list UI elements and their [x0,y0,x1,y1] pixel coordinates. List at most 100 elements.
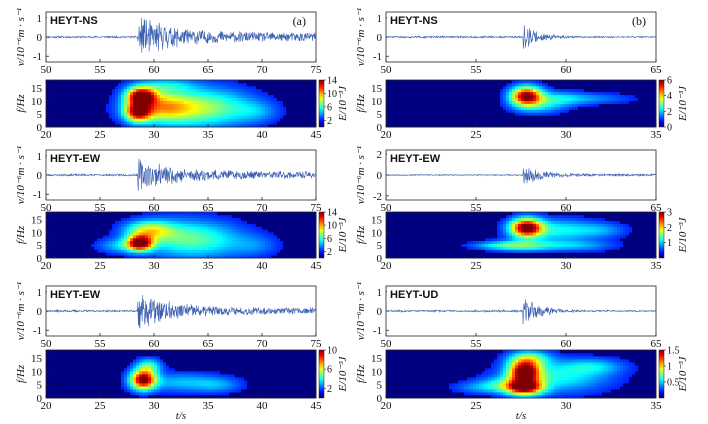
spectrogram-cell [145,362,149,366]
spectrogram-cell [79,94,83,99]
spectrogram-cell [130,80,134,84]
spectrogram-cell [449,121,453,125]
spectrogram-cell [76,235,80,239]
color-bar-tick-label: 14 [327,208,337,219]
spectrogram-cell [64,392,68,396]
spectrogram-cell [310,377,314,381]
spectrogram-cell [461,88,465,93]
waveform-y-axis-label: v/10⁻⁶m · s⁻¹ [355,146,367,204]
spectrogram-cell [139,353,143,357]
spectrogram-cell [256,386,260,390]
spectrogram-cell [208,121,212,125]
spectrogram-cell [169,380,173,384]
spectrogram-cell [277,249,281,253]
spectrogram-cell [193,249,197,253]
spectrogram-cell [458,80,462,84]
spectrogram-cell [187,214,191,219]
spectrogram-cell [64,395,68,399]
spectrogram-cell [154,124,158,128]
spectrogram-cell [154,223,158,227]
spectrogram-cell [142,217,146,222]
spectrogram-cell [259,359,263,363]
spectrogram-cell [220,237,224,242]
spectrogram-cell [175,353,179,357]
spectrogram-cell [446,109,450,113]
spectrogram-cell [217,226,221,230]
spectrogram-cell [145,380,149,384]
spectrogram-cell [253,359,257,363]
spectrogram-cell [157,118,161,122]
spectrogram-cell [124,235,128,239]
spectrogram-cell [160,109,164,113]
spectrogram-cell [220,365,224,369]
spectrogram-cell [163,124,167,128]
spectrogram-cell [70,255,74,259]
spectrogram-cell [142,220,146,224]
spectrogram-cell [97,249,101,253]
spectrogram-cell [232,365,236,369]
station-label: HEYT-NS [387,13,453,27]
spectrogram-cell [88,252,92,256]
spectrogram-cell [214,237,218,242]
spectrogram-cell [55,85,59,90]
spectrogram-cell [211,217,215,222]
spectrogram-cell [64,389,68,393]
spectrogram-cell [265,91,269,96]
spectrogram-cell [259,118,263,122]
spectrogram-cell [100,106,104,110]
spectrogram-cell [88,223,92,227]
spectrogram-cell [437,80,441,84]
spectrogram-cell [292,124,296,128]
y-tick-label: 5 [37,380,43,392]
spectrogram-cell [76,377,80,381]
spectrogram-cell [82,356,86,360]
spectrogram-cell [304,374,308,378]
spectrogram-cell [79,109,83,113]
spectrogram-cell [163,353,167,357]
spectrogram-cell [163,237,167,242]
spectrogram-cell [434,88,438,93]
spectrogram-cell [301,223,305,227]
spectrogram-cell [196,88,200,93]
spectrogram-cell [121,255,125,259]
spectrogram-cell [223,395,227,399]
spectrogram-cell [127,223,131,227]
spectrogram-cell [67,109,71,113]
spectrogram-cell [103,368,107,372]
spectrogram-cell [49,232,53,236]
station-label-bg [387,151,453,165]
spectrogram-cell [437,85,441,90]
spectrogram-cell [175,356,179,360]
spectrogram-cell [244,350,248,354]
spectrogram-cell [307,255,311,259]
spectrogram-cell [301,97,305,101]
spectrogram-cell [292,237,296,242]
spectrogram-cell [88,356,92,360]
spectrogram-cell [298,395,302,399]
spectrogram-cell [151,121,155,125]
spectrogram-cell [229,386,233,390]
spectrogram-cell [298,94,302,99]
spectrogram-cell [142,229,146,233]
spectrogram-cell [163,220,167,224]
spectrogram-cell [151,80,155,84]
spectrogram-cell [223,362,227,366]
spectrogram-cell [64,82,68,87]
spectrogram-cell [142,106,146,110]
spectrogram-cell [455,118,459,122]
spectrogram-cell [184,220,188,224]
spectrogram-cell [256,232,260,236]
spectrogram-cell [205,237,209,242]
spectrogram-cell [262,88,266,93]
spectrogram-cell [461,109,465,113]
spectrogram-cell [175,252,179,256]
spectrogram-cell [109,214,113,219]
spectrogram-cell [76,112,80,116]
spectrogram-cell [76,217,80,222]
spectrogram-cell [283,112,287,116]
spectrogram-cell [154,350,158,354]
spectrogram-cell [452,91,456,96]
spectrogram-cell [446,115,450,119]
spectrogram-cell [76,392,80,396]
spectrogram-cell [142,353,146,357]
